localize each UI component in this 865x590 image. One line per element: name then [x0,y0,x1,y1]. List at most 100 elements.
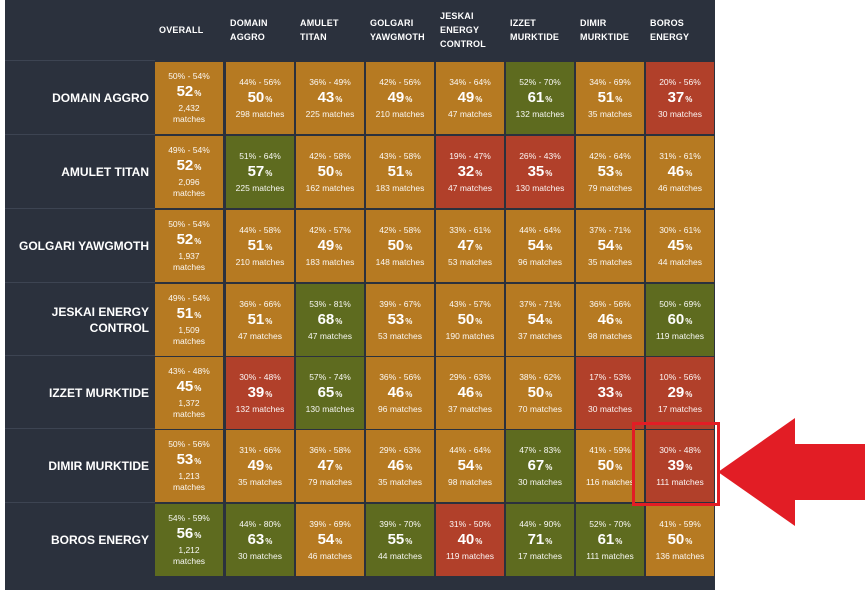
column-header: DOMAIN AGGRO [230,18,268,42]
overall-cell[interactable]: 50% - 54% 52% 1,937 matches [155,210,223,282]
match-count: 298 matches [235,108,285,119]
matchup-cell[interactable]: 50% - 69% 60% 119 matches [646,284,714,356]
overall-cell[interactable]: 50% - 54% 52% 2,432 matches [155,62,223,134]
winrate-number: 50 [597,456,615,474]
winrate-range: 34% - 69% [589,76,631,87]
overall-cell[interactable]: 49% - 54% 52% 2,096 matches [155,136,223,208]
percent-sign: % [335,316,343,326]
column-header: OVERALL [159,25,204,35]
matchup-cell[interactable]: 42% - 58% 50% 162 matches [296,136,364,208]
percent-sign: % [545,94,553,104]
matchup-cell[interactable]: 41% - 59% 50% 136 matches [646,504,714,576]
winrate-value: 53% [177,450,202,471]
matchup-cell[interactable]: 42% - 64% 53% 79 matches [576,136,644,208]
matchup-cell[interactable]: 33% - 61% 47% 53 matches [436,210,504,282]
matchup-cell[interactable]: 42% - 58% 50% 148 matches [366,210,434,282]
overall-cell[interactable]: 50% - 56% 53% 1,213 matches [155,430,223,502]
row-divider [5,60,155,61]
winrate-value: 50% [318,162,343,183]
matchup-cell[interactable]: 36% - 56% 46% 96 matches [366,357,434,429]
matchup-cell[interactable]: 36% - 49% 43% 225 matches [296,62,364,134]
matchup-cell[interactable]: 47% - 83% 67% 30 matches [506,430,574,502]
matchup-cell[interactable]: 39% - 69% 54% 46 matches [296,504,364,576]
matchup-cell[interactable]: 44% - 80% 63% 30 matches [226,504,294,576]
percent-sign: % [545,242,553,252]
winrate-range: 44% - 64% [449,444,491,455]
winrate-range: 50% - 69% [659,298,701,309]
matchup-cell[interactable]: 17% - 53% 33% 30 matches [576,357,644,429]
winrate-range: 30% - 48% [659,444,701,455]
winrate-range: 39% - 70% [379,518,421,529]
matchup-cell[interactable]: 19% - 47% 32% 47 matches [436,136,504,208]
winrate-number: 54 [527,310,545,328]
matchup-cell[interactable]: 20% - 56% 37% 30 matches [646,62,714,134]
percent-sign: % [194,384,202,393]
percent-sign: % [335,242,343,252]
matchup-cell[interactable]: 43% - 58% 51% 183 matches [366,136,434,208]
matchup-cell[interactable]: 39% - 67% 53% 53 matches [366,284,434,356]
winrate-number: 54 [527,236,545,254]
matchup-cell[interactable]: 10% - 56% 29% 17 matches [646,357,714,429]
matchup-cell[interactable]: 30% - 48% 39% 111 matches [646,430,714,502]
overall-cell[interactable]: 54% - 59% 56% 1,212 matches [155,504,223,576]
matchup-cell[interactable]: 37% - 71% 54% 37 matches [506,284,574,356]
matchup-cell[interactable]: 44% - 58% 51% 210 matches [226,210,294,282]
matchup-cell[interactable]: 36% - 58% 47% 79 matches [296,430,364,502]
matchup-cell[interactable]: 29% - 63% 46% 35 matches [366,430,434,502]
winrate-number: 60 [667,310,685,328]
matchup-cell[interactable]: 30% - 48% 39% 132 matches [226,357,294,429]
match-count: 70 matches [518,403,562,414]
matchup-cell[interactable]: 30% - 61% 45% 44 matches [646,210,714,282]
percent-sign: % [405,316,413,326]
overall-cell[interactable]: 49% - 54% 51% 1,509 matches [155,284,223,356]
matchup-cell[interactable]: 44% - 64% 54% 98 matches [436,430,504,502]
matchup-cell[interactable]: 52% - 70% 61% 132 matches [506,62,574,134]
matchup-cell[interactable]: 51% - 64% 57% 225 matches [226,136,294,208]
matchup-cell[interactable]: 44% - 64% 54% 96 matches [506,210,574,282]
winrate-number: 49 [457,88,475,106]
matchup-cell[interactable]: 31% - 50% 40% 119 matches [436,504,504,576]
winrate-number: 47 [317,456,335,474]
match-count: 119 matches [655,330,705,341]
matchup-cell[interactable]: 29% - 63% 46% 37 matches [436,357,504,429]
percent-sign: % [545,536,553,546]
percent-sign: % [194,457,202,466]
percent-sign: % [335,168,343,178]
matchup-cell[interactable]: 57% - 74% 65% 130 matches [296,357,364,429]
winrate-range: 39% - 67% [379,298,421,309]
matchup-cell[interactable]: 53% - 81% 68% 47 matches [296,284,364,356]
winrate-value: 46% [388,456,413,477]
matchup-cell[interactable]: 44% - 90% 71% 17 matches [506,504,574,576]
match-count: 2,432 matches [172,103,206,124]
matchup-cell[interactable]: 52% - 70% 61% 111 matches [576,504,644,576]
matchup-cell[interactable]: 39% - 70% 55% 44 matches [366,504,434,576]
matchup-cell[interactable]: 34% - 69% 51% 35 matches [576,62,644,134]
percent-sign: % [615,94,623,104]
winrate-number: 51 [597,88,615,106]
matchup-cell[interactable]: 37% - 71% 54% 35 matches [576,210,644,282]
overall-cell[interactable]: 43% - 48% 45% 1,372 matches [155,357,223,429]
matchup-cell[interactable]: 44% - 56% 50% 298 matches [226,62,294,134]
row-header: IZZET MURKTIDE [49,386,149,400]
winrate-range: 42% - 64% [589,150,631,161]
matchup-cell[interactable]: 36% - 66% 51% 47 matches [226,284,294,356]
winrate-number: 55 [387,530,405,548]
matchup-cell[interactable]: 43% - 57% 50% 190 matches [436,284,504,356]
column-header: IZZET MURKTIDE [510,18,560,42]
matchup-cell[interactable]: 31% - 61% 46% 46 matches [646,136,714,208]
winrate-range: 34% - 64% [449,76,491,87]
matchup-cell[interactable]: 31% - 66% 49% 35 matches [226,430,294,502]
matchup-cell[interactable]: 42% - 57% 49% 183 matches [296,210,364,282]
matchup-cell[interactable]: 38% - 62% 50% 70 matches [506,357,574,429]
winrate-value: 43% [318,88,343,109]
match-count: 111 matches [586,550,634,561]
match-count: 47 matches [448,182,492,193]
row-divider [5,134,155,135]
matchup-cell[interactable]: 26% - 43% 35% 130 matches [506,136,574,208]
matchup-cell[interactable]: 36% - 56% 46% 98 matches [576,284,644,356]
percent-sign: % [405,242,413,252]
matchup-cell[interactable]: 34% - 64% 49% 47 matches [436,62,504,134]
percent-sign: % [335,389,343,399]
percent-sign: % [335,94,343,104]
matchup-cell[interactable]: 42% - 56% 49% 210 matches [366,62,434,134]
